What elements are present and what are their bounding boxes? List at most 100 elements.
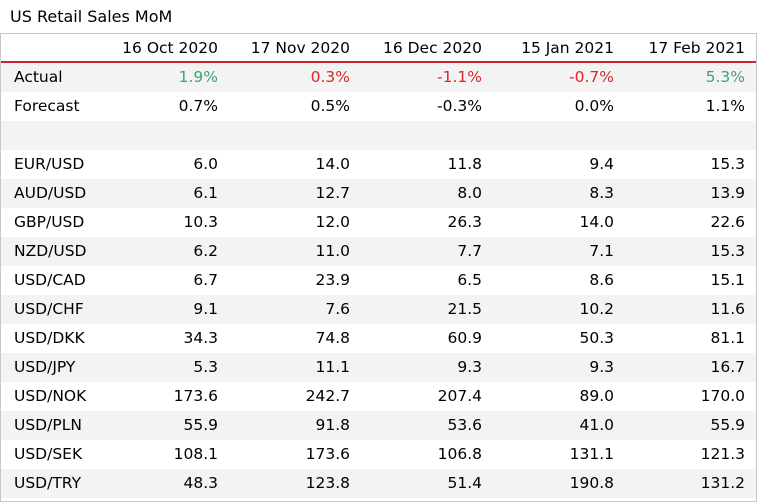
forecast-value: -0.3% bbox=[437, 97, 482, 115]
table-cell: 242.7 bbox=[305, 387, 350, 405]
table-cell: 9.4 bbox=[589, 155, 614, 173]
pair-label: USD/DKK bbox=[14, 329, 85, 347]
column-header: 16 Oct 2020 bbox=[122, 39, 218, 57]
table-cell: 10.2 bbox=[579, 300, 614, 318]
table-cell: 34.3 bbox=[183, 329, 218, 347]
table-row: NZD/USD 6.2 11.0 7.7 7.1 15.3 bbox=[1, 237, 756, 266]
pair-label: EUR/USD bbox=[14, 155, 85, 173]
table-cell: 10.3 bbox=[183, 213, 218, 231]
actual-value: 0.3% bbox=[310, 68, 350, 86]
table-title: US Retail Sales MoM bbox=[10, 7, 173, 26]
table-cell: 23.9 bbox=[315, 271, 350, 289]
table-cell: 6.5 bbox=[457, 271, 482, 289]
table-cell: 53.6 bbox=[447, 416, 482, 434]
table-cell: 6.1 bbox=[193, 184, 218, 202]
table-cell: 9.3 bbox=[589, 358, 614, 376]
actual-value: 1.9% bbox=[178, 68, 218, 86]
table-cell: 60.9 bbox=[447, 329, 482, 347]
table-cell: 91.8 bbox=[315, 416, 350, 434]
table-cell: 12.0 bbox=[315, 213, 350, 231]
table-cell: 50.3 bbox=[579, 329, 614, 347]
table-cell: 13.9 bbox=[710, 184, 745, 202]
table-cell: 131.2 bbox=[700, 474, 745, 492]
table-cell: 12.7 bbox=[315, 184, 350, 202]
table-cell: 41.0 bbox=[579, 416, 614, 434]
pair-label: AUD/USD bbox=[14, 184, 87, 202]
table-cell: 106.8 bbox=[437, 445, 482, 463]
table-cell: 16.7 bbox=[710, 358, 745, 376]
table-cell: 9.1 bbox=[193, 300, 218, 318]
pair-label: USD/SEK bbox=[14, 445, 83, 463]
pair-label: NZD/USD bbox=[14, 242, 87, 260]
table-cell: 6.0 bbox=[193, 155, 218, 173]
table-cell: 7.1 bbox=[589, 242, 614, 260]
table-row: USD/TRY 48.3 123.8 51.4 190.8 131.2 bbox=[1, 469, 756, 498]
forecast-value: 0.5% bbox=[310, 97, 350, 115]
table-cell: 173.6 bbox=[173, 387, 218, 405]
table-cell: 74.8 bbox=[315, 329, 350, 347]
row-label: Forecast bbox=[14, 97, 80, 115]
row-label: Actual bbox=[14, 68, 63, 86]
table-cell: 15.3 bbox=[710, 155, 745, 173]
table-cell: 48.3 bbox=[183, 474, 218, 492]
forecast-row: Forecast 0.7% 0.5% -0.3% 0.0% 1.1% bbox=[1, 92, 756, 121]
spacer-row bbox=[1, 121, 756, 150]
table-row: USD/SEK 108.1 173.6 106.8 131.1 121.3 bbox=[1, 440, 756, 469]
table-cell: 173.6 bbox=[305, 445, 350, 463]
table-row: USD/CHF 9.1 7.6 21.5 10.2 11.6 bbox=[1, 295, 756, 324]
table-cell: 11.1 bbox=[315, 358, 350, 376]
table-row: USD/DKK 34.3 74.8 60.9 50.3 81.1 bbox=[1, 324, 756, 353]
table-cell: 7.7 bbox=[457, 242, 482, 260]
table-cell: 22.6 bbox=[710, 213, 745, 231]
table-cell: 55.9 bbox=[710, 416, 745, 434]
table-cell: 170.0 bbox=[700, 387, 745, 405]
actual-value: -0.7% bbox=[569, 68, 614, 86]
table-row: AUD/USD 6.1 12.7 8.0 8.3 13.9 bbox=[1, 179, 756, 208]
forecast-value: 0.0% bbox=[574, 97, 614, 115]
table-row: USD/PLN 55.9 91.8 53.6 41.0 55.9 bbox=[1, 411, 756, 440]
table-cell: 14.0 bbox=[315, 155, 350, 173]
table-cell: 81.1 bbox=[710, 329, 745, 347]
pair-label: USD/TRY bbox=[14, 474, 82, 492]
pair-label: GBP/USD bbox=[14, 213, 85, 231]
table-row: USD/CAD 6.7 23.9 6.5 8.6 15.1 bbox=[1, 266, 756, 295]
table-cell: 190.8 bbox=[569, 474, 614, 492]
table-cell: 51.4 bbox=[447, 474, 482, 492]
actual-row: Actual 1.9% 0.3% -1.1% -0.7% 5.3% bbox=[1, 63, 756, 92]
actual-value: -1.1% bbox=[437, 68, 482, 86]
table-cell: 8.0 bbox=[457, 184, 482, 202]
forecast-value: 1.1% bbox=[705, 97, 745, 115]
retail-sales-table: 16 Oct 2020 17 Nov 2020 16 Dec 2020 15 J… bbox=[0, 33, 757, 502]
table-cell: 9.3 bbox=[457, 358, 482, 376]
pair-label: USD/JPY bbox=[14, 358, 76, 376]
table-cell: 11.6 bbox=[710, 300, 745, 318]
table-cell: 55.9 bbox=[183, 416, 218, 434]
pair-label: USD/NOK bbox=[14, 387, 87, 405]
table-cell: 207.4 bbox=[437, 387, 482, 405]
table-cell: 131.1 bbox=[569, 445, 614, 463]
actual-value: 5.3% bbox=[705, 68, 745, 86]
table-cell: 108.1 bbox=[173, 445, 218, 463]
header-row: 16 Oct 2020 17 Nov 2020 16 Dec 2020 15 J… bbox=[1, 34, 756, 63]
column-header: 16 Dec 2020 bbox=[382, 39, 482, 57]
table-row: GBP/USD 10.3 12.0 26.3 14.0 22.6 bbox=[1, 208, 756, 237]
pair-label: USD/CAD bbox=[14, 271, 86, 289]
column-header: 17 Nov 2020 bbox=[250, 39, 350, 57]
table-cell: 6.7 bbox=[193, 271, 218, 289]
table-row: USD/NOK 173.6 242.7 207.4 89.0 170.0 bbox=[1, 382, 756, 411]
table-cell: 14.0 bbox=[579, 213, 614, 231]
table-cell: 21.5 bbox=[447, 300, 482, 318]
column-header: 15 Jan 2021 bbox=[521, 39, 614, 57]
table-cell: 8.3 bbox=[589, 184, 614, 202]
table-cell: 5.3 bbox=[193, 358, 218, 376]
table-cell: 11.8 bbox=[447, 155, 482, 173]
table-cell: 26.3 bbox=[447, 213, 482, 231]
table-cell: 15.3 bbox=[710, 242, 745, 260]
table-cell: 89.0 bbox=[579, 387, 614, 405]
table-cell: 11.0 bbox=[315, 242, 350, 260]
forecast-value: 0.7% bbox=[178, 97, 218, 115]
pair-label: USD/CHF bbox=[14, 300, 84, 318]
table-cell: 15.1 bbox=[710, 271, 745, 289]
table-row: EUR/USD 6.0 14.0 11.8 9.4 15.3 bbox=[1, 150, 756, 179]
table-cell: 123.8 bbox=[305, 474, 350, 492]
